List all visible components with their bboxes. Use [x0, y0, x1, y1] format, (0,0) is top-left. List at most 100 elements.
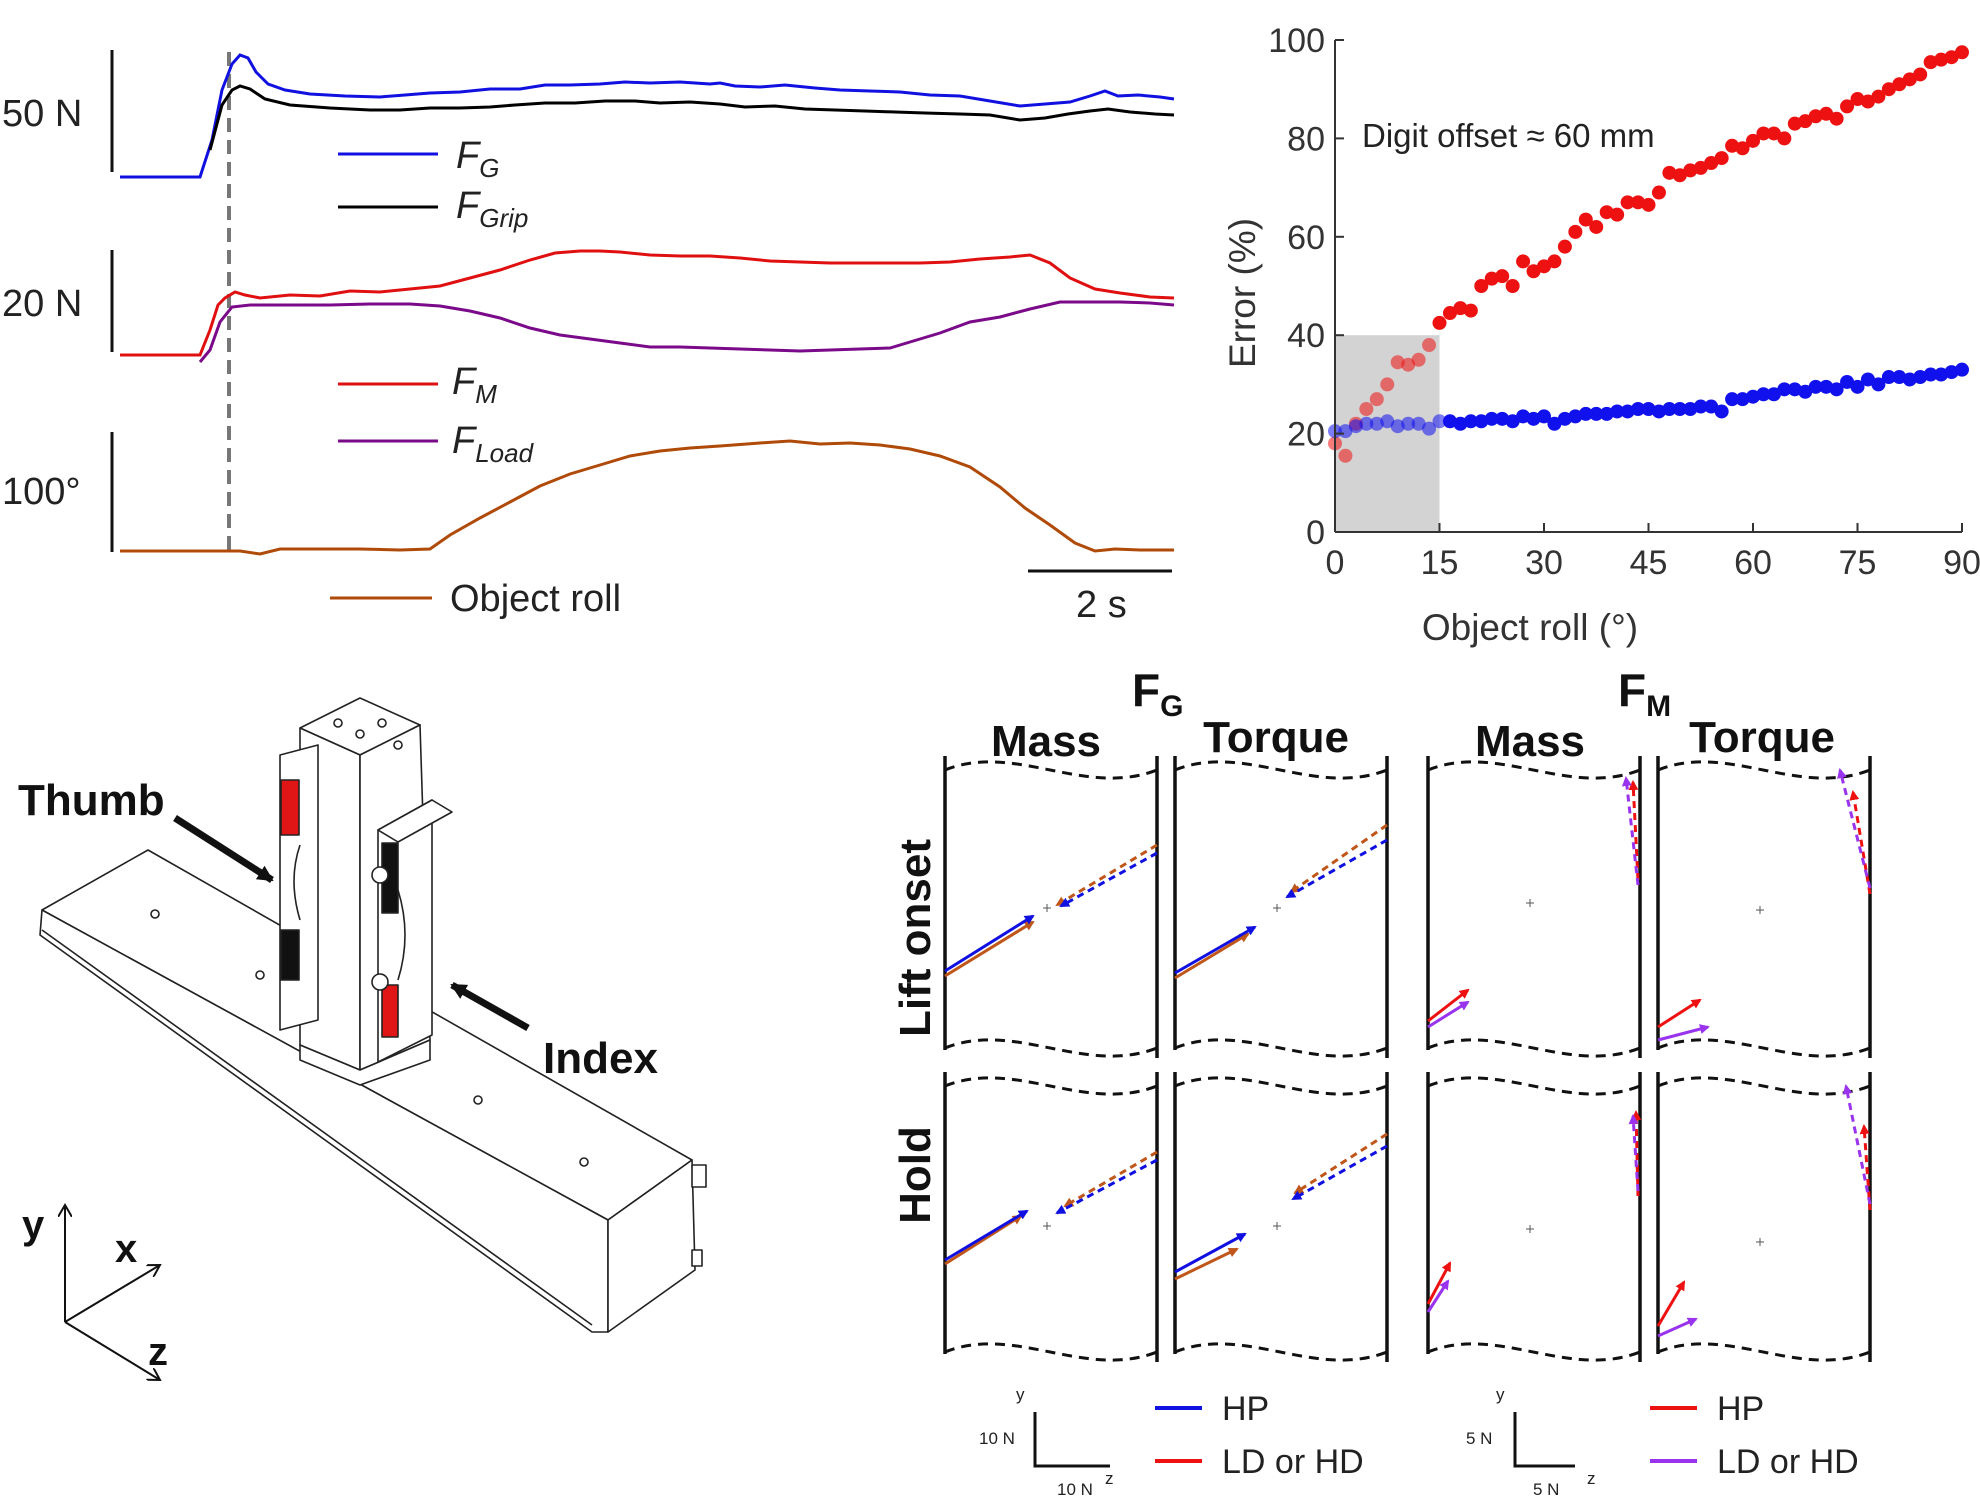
data-point [1484, 271, 1499, 286]
thumb-pad-bottom [280, 929, 300, 981]
force-vector-arrow [1293, 1132, 1388, 1195]
data-point [1453, 301, 1468, 316]
data-point [1871, 377, 1886, 392]
force-vector-arrow [1174, 1232, 1247, 1274]
scale-left: y z 10 N 10 N [979, 1385, 1114, 1499]
object-top-outline [1174, 760, 1388, 780]
object-top-outline [1657, 1076, 1871, 1096]
data-point [1359, 416, 1374, 431]
data-point [1495, 269, 1510, 284]
data-point [1881, 82, 1896, 97]
vector-cell [1656, 1072, 1872, 1362]
object-top-outline [1657, 760, 1871, 780]
data-point [1787, 382, 1802, 397]
shaded-region [1335, 335, 1440, 532]
scale-right-v: 5 N [1466, 1429, 1492, 1448]
data-point [1850, 92, 1865, 107]
group-fg-title: FG [1132, 664, 1183, 723]
scale-right: y z 5 N 5 N [1466, 1385, 1596, 1499]
trace-roll [120, 439, 1174, 556]
col-torque-1: Torque [1203, 713, 1349, 762]
data-point [1620, 195, 1635, 210]
col-torque-2: Torque [1689, 713, 1835, 762]
data-point [1526, 411, 1541, 426]
data-point [1735, 141, 1750, 156]
base-hole [255, 970, 265, 980]
index-label: Index [543, 1034, 658, 1083]
data-point [1380, 377, 1395, 392]
data-point [1432, 414, 1447, 429]
data-point [1411, 352, 1426, 367]
data-point [1578, 212, 1593, 227]
data-point [1787, 116, 1802, 131]
force-vector-arrow [1842, 1084, 1872, 1205]
data-point [1422, 338, 1437, 353]
data-point [1526, 264, 1541, 279]
data-point [1505, 414, 1520, 429]
data-point [1756, 387, 1771, 402]
row-hold-label: Hold [891, 1126, 940, 1224]
force-vector-arrow [1426, 1279, 1450, 1313]
data-point [1578, 406, 1593, 421]
chart-ylabel: Error (%) [1222, 218, 1263, 368]
data-point [1401, 416, 1416, 431]
object-bottom-outline [1427, 1038, 1641, 1058]
data-point [1808, 379, 1823, 394]
chart-xlabel: Object roll (°) [1422, 607, 1638, 648]
legend-roll-label: Object roll [450, 578, 621, 620]
data-point [1934, 52, 1949, 67]
x-tick-label: 90 [1943, 544, 1980, 582]
data-point [1798, 114, 1813, 129]
index-hole [371, 866, 389, 884]
index-plate-side [377, 799, 453, 843]
data-point [1913, 67, 1928, 82]
center-of-mass-marker [1756, 1238, 1764, 1246]
coordinate-axes: y x z [22, 1203, 168, 1380]
data-point [1756, 126, 1771, 141]
force-vector-arrow [1628, 780, 1640, 881]
base-hole [473, 1095, 483, 1105]
error-scatter-chart: 0 15 30 45 60 75 90 0 20 40 60 80 100 Digit offset ≈… [1222, 22, 1980, 648]
data-point [1557, 411, 1572, 426]
data-point [1725, 392, 1740, 407]
data-point [1881, 370, 1896, 385]
data-point [1651, 404, 1666, 419]
data-point [1505, 279, 1520, 293]
data-point [1808, 109, 1823, 124]
base-tab [691, 1249, 703, 1267]
data-point [1693, 160, 1708, 175]
screw [355, 729, 365, 739]
force-vector-arrow [944, 920, 1035, 978]
data-point [1390, 419, 1405, 434]
object-top-outline [944, 1076, 1158, 1096]
data-point [1484, 411, 1499, 426]
trace-fg [120, 53, 1175, 179]
y-tick-label: 40 [1287, 317, 1325, 355]
base-front-face [39, 909, 609, 1333]
data-point [1934, 367, 1949, 382]
force-vector-arrow [1291, 1144, 1388, 1201]
data-point [1944, 50, 1959, 65]
data-point [1547, 416, 1562, 431]
object-top-outline [944, 760, 1158, 780]
data-point [1516, 254, 1531, 269]
data-point [1568, 409, 1583, 424]
data-point [1610, 207, 1625, 222]
group-fm-title: FM [1618, 664, 1671, 723]
force-vector-arrow [1657, 1317, 1698, 1338]
center-of-mass-marker [1043, 1222, 1051, 1230]
data-point [1369, 392, 1384, 407]
chart-annotation: Digit offset ≈ 60 mm [1362, 117, 1655, 154]
data-point [1442, 414, 1457, 429]
data-point [1557, 239, 1572, 254]
data-point [1704, 156, 1719, 170]
data-point [1840, 99, 1855, 114]
data-point [1338, 424, 1353, 439]
data-point [1359, 402, 1374, 416]
vector-cell [1173, 1072, 1389, 1362]
index-contact [397, 889, 406, 981]
force-vector-arrow [1427, 1000, 1470, 1029]
scale-right-y: y [1496, 1385, 1505, 1404]
force-vector-arrow [1657, 998, 1702, 1029]
force-vector-arrow [1055, 1158, 1158, 1215]
